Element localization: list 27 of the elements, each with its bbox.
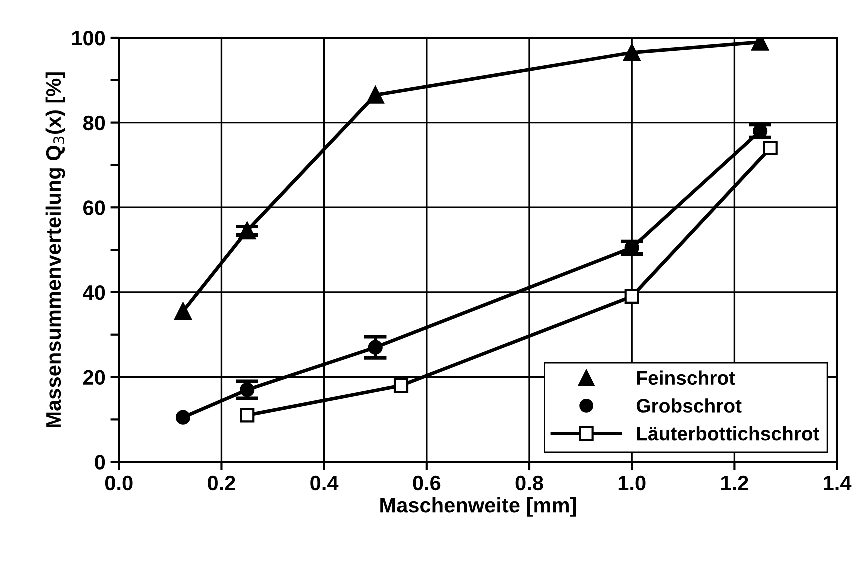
x-tick-label: 1.4 (824, 476, 852, 490)
x-tick-label: 1.2 (722, 476, 748, 490)
x-axis-title: Maschenweite [mm] (380, 498, 576, 517)
y-tick-label: 100 (72, 30, 106, 46)
point (176, 410, 191, 425)
legend-label: Grobschrot (636, 398, 742, 413)
point (624, 289, 640, 304)
legend-label: Läuterbottichschrot (637, 426, 820, 441)
point (240, 408, 255, 423)
point (763, 140, 778, 156)
y-tick-label: 60 (84, 200, 106, 216)
x-tick-label: 0.8 (516, 476, 544, 491)
y-tick-label: 20 (83, 370, 106, 386)
point (623, 44, 641, 62)
legend-label: Feinschrot (637, 370, 736, 386)
x-tick-label: 0.6 (413, 476, 441, 491)
point (174, 302, 192, 320)
point (394, 378, 409, 394)
x-tick-label: 0.0 (105, 476, 133, 491)
x-tick-label: 1.0 (618, 476, 646, 491)
y-tick-label: 80 (83, 116, 106, 131)
y-tick-label: 0 (95, 455, 106, 470)
x-tick-label: 0.2 (208, 476, 236, 491)
y-axis-title: Massensummenverteilung Q$_{3}$(x) [%] (46, 72, 66, 428)
x-tick-label: 0.4 (310, 476, 339, 491)
y-tick-label: 40 (83, 285, 106, 300)
point (366, 86, 384, 104)
